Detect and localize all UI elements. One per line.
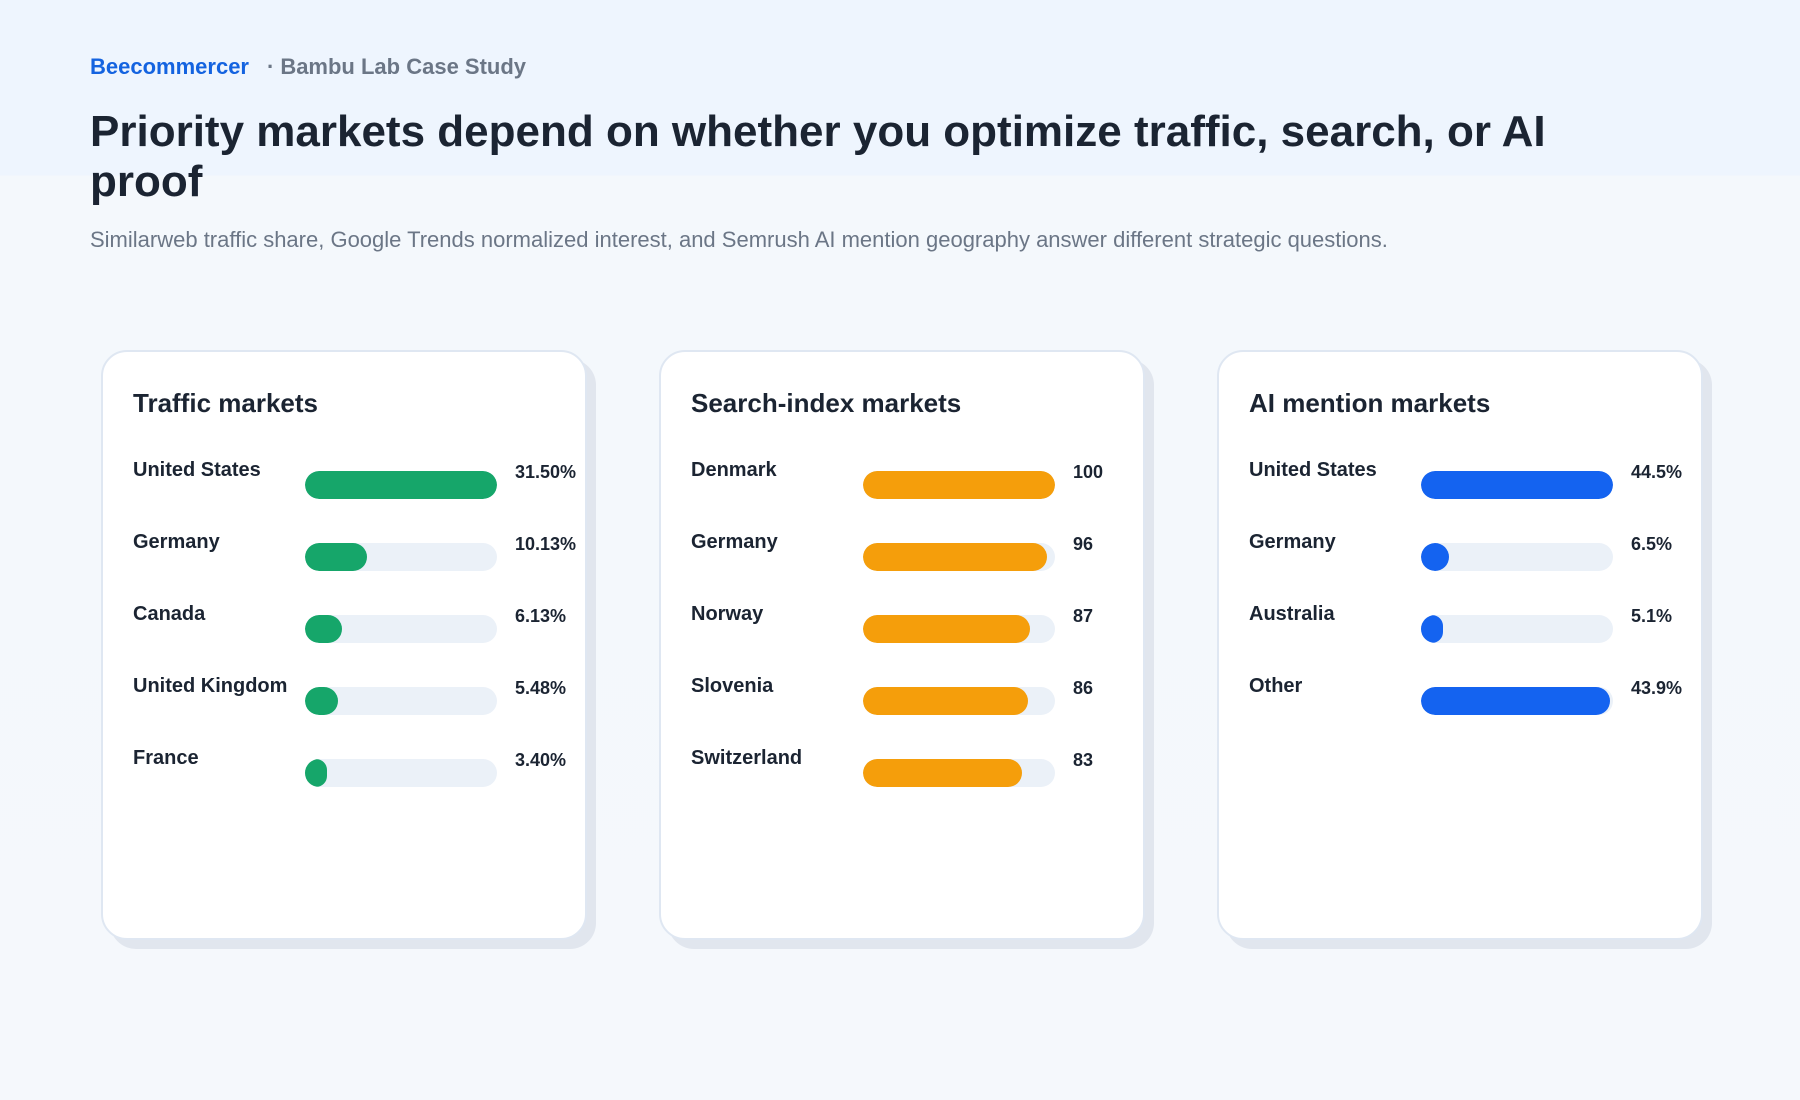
page-title: Priority markets depend on whether you o… — [90, 107, 1546, 206]
bar-value-label: 6.13% — [515, 606, 567, 626]
bar-value-label: 3.40% — [515, 750, 567, 770]
bar-category-label: France — [133, 747, 199, 769]
bar-fill — [863, 471, 1055, 499]
bar-track — [305, 759, 497, 787]
bar-fill — [1421, 687, 1611, 715]
bar-fill — [305, 471, 497, 499]
bar-fill — [305, 543, 367, 571]
ai-mention-markets-card: AI mention markets United States 44.5% Ger… — [1217, 350, 1703, 940]
bar-track — [863, 471, 1055, 499]
bar-value-label: 44.5% — [1631, 462, 1683, 482]
bar-row: Germany 6.5% — [1249, 527, 1673, 599]
bar-category-label: Norway — [691, 603, 764, 625]
bar-row: France 3.40% — [133, 743, 566, 815]
bar-fill — [1421, 471, 1613, 499]
bar-fill — [863, 615, 1031, 643]
bar-category-label: Denmark — [691, 459, 777, 481]
card-title: Traffic markets — [133, 388, 318, 418]
bar-row: Slovenia 86 — [691, 671, 1113, 743]
bar-value-label: 96 — [1073, 534, 1094, 554]
eyebrow: Beecommercer · Bambu Lab Case Study — [90, 54, 1590, 80]
bar-row: United States 31.50% — [133, 455, 576, 527]
search-index-markets-card: Search-index markets Denmark 100 Germany 96… — [659, 350, 1145, 940]
bar-row: Germany 10.13% — [133, 527, 576, 599]
bar-track — [305, 543, 497, 571]
bar-row: Switzerland 83 — [691, 743, 1113, 815]
bar-fill — [863, 543, 1048, 571]
bar-row: Australia 5.1% — [1249, 599, 1673, 671]
bar-value-label: 83 — [1073, 750, 1094, 770]
bar-value-label: 10.13% — [515, 534, 577, 554]
bar-value-label: 5.48% — [515, 678, 567, 698]
bar-category-label: Germany — [1249, 531, 1336, 553]
bar-track — [305, 471, 497, 499]
bar-rows: United States 31.50% Germany 10.13% Canada 6.… — [133, 455, 576, 815]
bar-fill — [863, 687, 1029, 715]
bar-fill — [305, 687, 339, 715]
bar-fill — [1421, 615, 1443, 643]
bar-rows: United States 44.5% Germany 6.5% Australia 5.… — [1249, 455, 1682, 743]
bar-row: United States 44.5% — [1249, 455, 1682, 527]
bar-value-label: 31.50% — [515, 462, 577, 482]
bar-track — [1421, 615, 1613, 643]
bar-row: United Kingdom 5.48% — [133, 671, 566, 743]
bar-row: Norway 87 — [691, 599, 1113, 671]
bar-row: Germany 96 — [691, 527, 1113, 599]
bar-category-label: Australia — [1249, 603, 1335, 625]
bar-value-label: 86 — [1073, 678, 1094, 698]
bar-category-label: Slovenia — [691, 675, 774, 697]
bar-rows: Denmark 100 Germany 96 Norway 87 Slovenia 86 Swi… — [691, 455, 1113, 815]
bar-track — [863, 759, 1055, 787]
case-study-label: Bambu Lab Case Study — [280, 54, 527, 79]
bar-category-label: Germany — [691, 531, 778, 553]
bar-row: Other 43.9% — [1249, 671, 1682, 743]
bar-track — [1421, 471, 1613, 499]
bar-category-label: United States — [1249, 459, 1377, 481]
bar-category-label: Other — [1249, 675, 1303, 697]
bar-track — [305, 687, 497, 715]
bar-track — [1421, 543, 1613, 571]
bar-track — [1421, 687, 1613, 715]
bar-row: Denmark 100 — [691, 455, 1113, 527]
bar-fill — [305, 759, 327, 787]
eyebrow-separator: · — [266, 54, 275, 79]
bar-value-label: 5.1% — [1631, 606, 1673, 626]
bar-value-label: 6.5% — [1631, 534, 1673, 554]
bar-category-label: Switzerland — [691, 747, 803, 769]
traffic-markets-card: Traffic markets United States 31.50% Germa… — [101, 350, 587, 940]
card-title: Search-index markets — [691, 388, 962, 418]
bar-category-label: Canada — [133, 603, 206, 625]
bar-category-label: United States — [133, 459, 261, 481]
card-title: AI mention markets — [1249, 388, 1491, 418]
bar-fill — [863, 759, 1023, 787]
bar-track — [863, 687, 1055, 715]
page-subtitle: Similarweb traffic share, Google Trends … — [90, 227, 1388, 252]
bar-track — [305, 615, 497, 643]
page-header: Beecommercer · Bambu Lab Case Study Prio… — [90, 54, 1590, 253]
bar-row: Canada 6.13% — [133, 599, 566, 671]
bar-category-label: Germany — [133, 531, 220, 553]
brand-name: Beecommercer — [90, 54, 249, 79]
bar-fill — [305, 615, 343, 643]
bar-track — [863, 615, 1055, 643]
bar-value-label: 43.9% — [1631, 678, 1683, 698]
bar-value-label: 87 — [1073, 606, 1094, 626]
bar-value-label: 100 — [1073, 462, 1104, 482]
bar-track — [863, 543, 1055, 571]
bar-fill — [1421, 543, 1450, 571]
bar-category-label: United Kingdom — [133, 675, 288, 697]
